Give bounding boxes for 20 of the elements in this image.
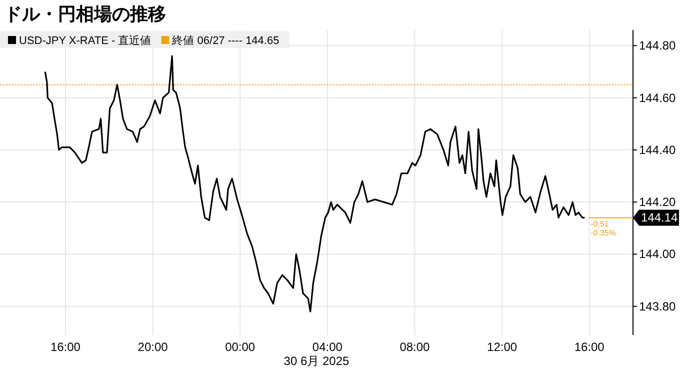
x-tick-label: 16:00 — [574, 340, 605, 354]
y-tick-label: 144.60 — [639, 90, 676, 105]
y-tick-label: 144.00 — [639, 247, 676, 262]
x-axis-title: 30 6月 2025 — [284, 354, 350, 368]
chart-title: ドル・円相場の推移 — [4, 4, 166, 24]
y-tick-label: 143.80 — [639, 299, 676, 314]
x-tick-label: 08:00 — [400, 340, 430, 354]
legend-label: USD-JPY X-RATE - 直近値 — [19, 34, 152, 47]
y-tick-label: 144.20 — [639, 195, 676, 210]
x-tick-label: 12:00 — [487, 340, 518, 354]
legend-label: 終値 06/27 ---- 144.65 — [171, 35, 280, 47]
x-tick-label: 16:00 — [50, 340, 81, 354]
annotation: -0.35% — [590, 228, 616, 238]
y-tick-label: 144.40 — [639, 142, 676, 157]
y-tick-label: 144.80 — [639, 38, 676, 53]
x-tick-label: 04:00 — [312, 340, 343, 354]
ref-line-label: 144.14 — [641, 210, 678, 225]
x-tick-label: 20:00 — [138, 340, 168, 354]
annotation: -0.51 — [590, 220, 610, 229]
x-tick-label: 00:00 — [225, 340, 256, 354]
